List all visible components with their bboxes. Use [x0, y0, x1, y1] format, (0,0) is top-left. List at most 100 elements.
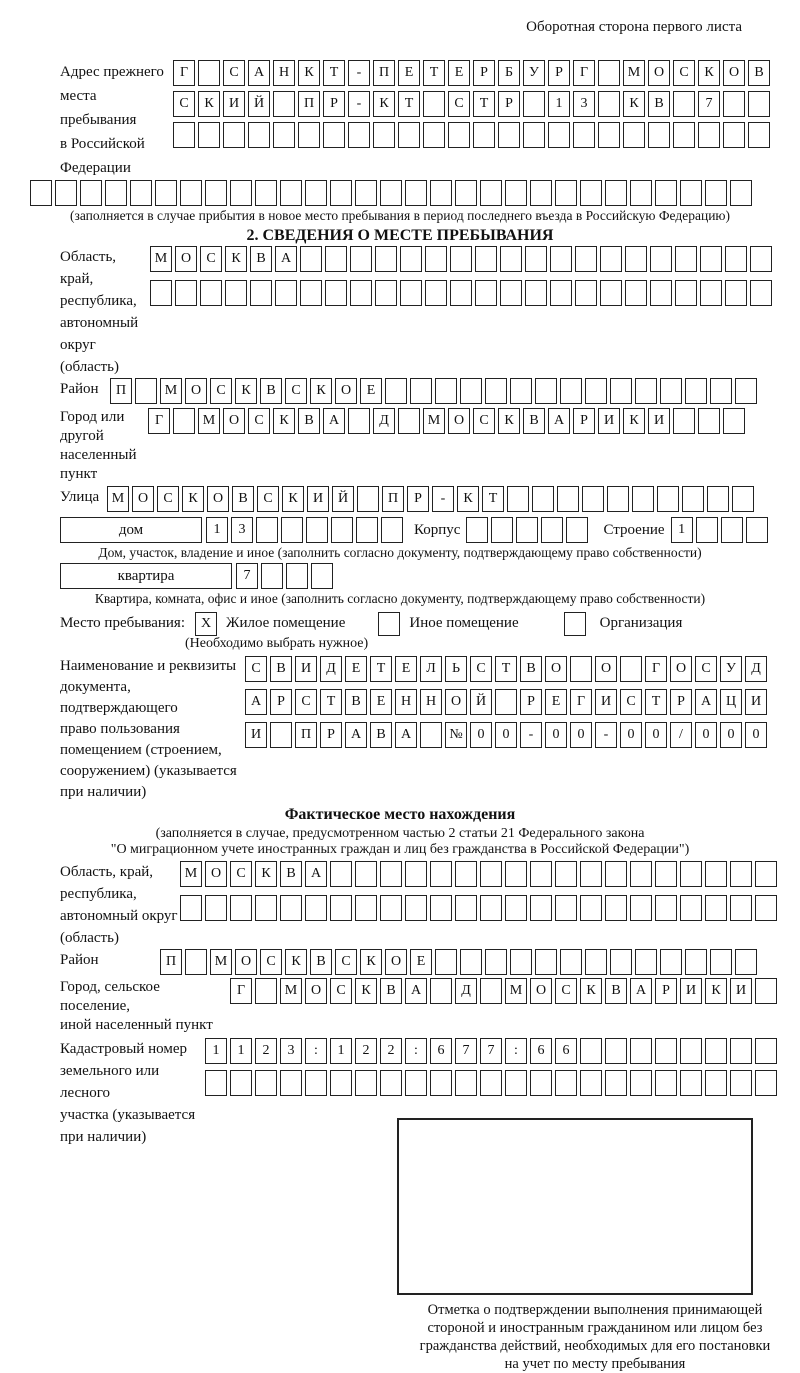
form-cell: 7	[698, 91, 720, 117]
form-cell	[280, 895, 302, 921]
form-cell: К	[705, 978, 727, 1004]
form-cell: В	[370, 722, 392, 748]
form-cell	[680, 1070, 702, 1096]
form-cell: Г	[173, 60, 195, 86]
stay-option-checkbox-organization	[563, 611, 586, 636]
form-cell	[480, 180, 502, 206]
form-cell: Т	[482, 486, 504, 512]
form-cell	[750, 280, 772, 306]
form-cell	[755, 895, 777, 921]
form-cell: М	[210, 949, 232, 975]
form-cell	[480, 861, 502, 887]
form-cell	[635, 949, 657, 975]
form-cell	[155, 180, 177, 206]
form-cell	[655, 1070, 677, 1096]
confirmation-stamp-box	[397, 1118, 753, 1295]
form-cell: Л	[420, 656, 442, 682]
form-cell	[505, 180, 527, 206]
form-cell	[248, 122, 270, 148]
form-cell: С	[695, 656, 717, 682]
form-cell: В	[310, 949, 332, 975]
form-cell: 0	[470, 722, 492, 748]
form-cell: Т	[423, 60, 445, 86]
form-cell	[650, 246, 672, 272]
stay-type-note: (Необходимо выбрать нужное)	[185, 636, 369, 651]
form-cell: О	[545, 656, 567, 682]
actual-region-row-2	[180, 895, 780, 921]
form-cell	[400, 246, 422, 272]
form-cell	[655, 1038, 677, 1064]
form-cell: И	[598, 408, 620, 434]
form-cell	[580, 180, 602, 206]
form-cell: Т	[645, 689, 667, 715]
form-cell: А	[630, 978, 652, 1004]
korpus-cells	[466, 517, 591, 543]
form-cell: 0	[545, 722, 567, 748]
form-cell: К	[285, 949, 307, 975]
form-cell	[535, 949, 557, 975]
form-cell	[173, 408, 195, 434]
house-note: Дом, участок, владение и иное (заполнить…	[98, 545, 702, 560]
form-cell	[350, 280, 372, 306]
form-cell	[755, 861, 777, 887]
form-cell	[657, 486, 679, 512]
form-cell: И	[745, 689, 767, 715]
form-cell: С	[620, 689, 642, 715]
form-cell: О	[448, 408, 470, 434]
form-cell: К	[355, 978, 377, 1004]
form-cell: Т	[323, 60, 345, 86]
form-cell: П	[110, 378, 132, 404]
form-cell	[305, 180, 327, 206]
form-cell	[575, 246, 597, 272]
form-cell	[700, 280, 722, 306]
form-cell: Р	[320, 722, 342, 748]
form-cell: 0	[495, 722, 517, 748]
form-cell	[425, 280, 447, 306]
form-cell: К	[457, 486, 479, 512]
form-cell: Т	[320, 689, 342, 715]
form-cell	[380, 861, 402, 887]
form-cell	[280, 180, 302, 206]
form-cell	[660, 949, 682, 975]
form-cell	[435, 949, 457, 975]
form-cell: Н	[395, 689, 417, 715]
form-cell	[30, 180, 52, 206]
form-cell	[80, 180, 102, 206]
form-cell: П	[295, 722, 317, 748]
form-cell: А	[305, 861, 327, 887]
form-cell: И	[295, 656, 317, 682]
form-cell: 1	[548, 91, 570, 117]
form-cell	[610, 378, 632, 404]
form-cell: С	[210, 378, 232, 404]
form-cell: О	[132, 486, 154, 512]
apartment-row: квартира 7	[60, 563, 800, 589]
form-cell	[705, 861, 727, 887]
form-cell	[357, 486, 379, 512]
form-cell: В	[280, 861, 302, 887]
form-cell: С	[555, 978, 577, 1004]
form-cell	[505, 895, 527, 921]
form-cell	[223, 122, 245, 148]
form-cell	[530, 180, 552, 206]
page-side-note: Оборотная сторона первого листа	[526, 19, 742, 35]
form-cell	[423, 122, 445, 148]
form-cell	[580, 1070, 602, 1096]
form-cell: Ц	[720, 689, 742, 715]
form-cell	[755, 1070, 777, 1096]
form-cell: А	[405, 978, 427, 1004]
form-cell	[381, 517, 403, 543]
form-cell	[255, 180, 277, 206]
form-cell: И	[730, 978, 752, 1004]
form-cell	[455, 861, 477, 887]
form-cell: М	[280, 978, 302, 1004]
form-cell: Д	[455, 978, 477, 1004]
form-cell: 1	[206, 517, 228, 543]
form-cell: Р	[270, 689, 292, 715]
form-cell	[500, 246, 522, 272]
form-cell	[375, 246, 397, 272]
